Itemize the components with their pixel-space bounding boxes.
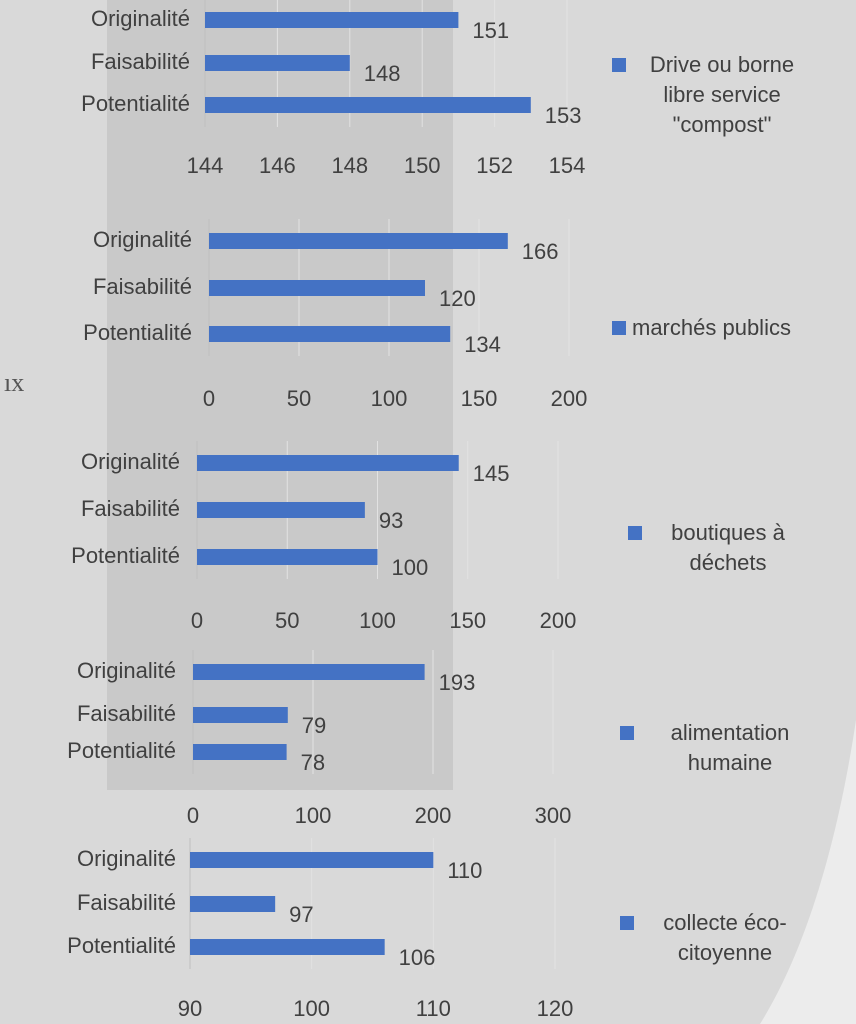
data-label: 79: [302, 713, 326, 738]
x-tick-label: 100: [295, 803, 332, 828]
page-curl: [760, 720, 856, 1024]
data-label: 100: [392, 555, 429, 580]
bar: [197, 549, 378, 565]
category-label: Potentialité: [81, 91, 190, 116]
x-tick-label: 200: [415, 803, 452, 828]
legend-label: collecte éco-citoyenne: [663, 910, 787, 965]
bar: [209, 326, 451, 342]
legend-entry: boutiques à déchets: [628, 518, 808, 578]
x-tick-label: 152: [476, 153, 513, 178]
x-tick-label: 150: [449, 608, 486, 633]
legend-entry: Drive ou borne libre service "compost": [612, 50, 812, 140]
data-label: 120: [439, 286, 476, 311]
data-label: 78: [301, 750, 325, 775]
data-label: 153: [545, 103, 582, 128]
data-label: 148: [364, 61, 401, 86]
category-label: Originalité: [81, 449, 180, 474]
data-label: 151: [472, 18, 509, 43]
legend-swatch: [628, 526, 642, 540]
bar: [197, 502, 365, 518]
category-label: Originalité: [91, 6, 190, 31]
x-tick-label: 0: [187, 803, 199, 828]
bar: [205, 12, 459, 28]
category-label: Faisabilité: [77, 701, 176, 726]
bar: [209, 280, 425, 296]
category-label: Originalité: [77, 658, 176, 683]
x-tick-label: 110: [416, 996, 451, 1021]
x-tick-label: 50: [287, 386, 311, 411]
bar: [197, 455, 459, 471]
data-label: 97: [289, 902, 313, 927]
bar: [209, 233, 508, 249]
category-label: Faisabilité: [93, 274, 192, 299]
category-label: Faisabilité: [77, 890, 176, 915]
annotation: ıx: [4, 368, 25, 397]
x-tick-label: 0: [191, 608, 203, 633]
bar: [190, 939, 385, 955]
backdrop-panel: [107, 0, 453, 790]
x-tick-label: 50: [275, 608, 299, 633]
x-tick-label: 120: [537, 996, 574, 1021]
x-tick-label: 200: [540, 608, 577, 633]
category-label: Originalité: [93, 227, 192, 252]
category-label: Potentialité: [67, 933, 176, 958]
x-tick-label: 150: [461, 386, 498, 411]
legend-entry: marchés publics: [612, 313, 791, 343]
legend-swatch: [612, 321, 626, 335]
x-tick-label: 150: [404, 153, 441, 178]
data-label: 93: [379, 508, 403, 533]
data-label: 110: [447, 858, 482, 883]
bar: [193, 707, 288, 723]
category-label: Potentialité: [71, 543, 180, 568]
x-tick-label: 100: [359, 608, 396, 633]
category-label: Faisabilité: [81, 496, 180, 521]
bar: [205, 97, 531, 113]
legend-entry: alimentation humaine: [620, 718, 820, 778]
x-tick-label: 200: [551, 386, 588, 411]
legend-swatch: [612, 58, 626, 72]
legend-label: boutiques à déchets: [671, 520, 785, 575]
data-label: 193: [439, 670, 476, 695]
x-tick-label: 0: [203, 386, 215, 411]
legend-swatch: [620, 726, 634, 740]
bar: [193, 664, 425, 680]
legend-label: marchés publics: [632, 315, 791, 340]
bar: [193, 744, 287, 760]
data-label: 106: [399, 945, 436, 970]
x-tick-label: 146: [259, 153, 296, 178]
legend-swatch: [620, 916, 634, 930]
x-tick-label: 144: [187, 153, 224, 178]
x-tick-label: 148: [331, 153, 368, 178]
legend-label: alimentation humaine: [670, 720, 790, 775]
legend-label: Drive ou borne libre service "compost": [649, 52, 795, 137]
category-label: Potentialité: [67, 738, 176, 763]
category-label: Originalité: [77, 846, 176, 871]
x-tick-label: 300: [535, 803, 572, 828]
data-label: 145: [473, 461, 510, 486]
category-label: Potentialité: [83, 320, 192, 345]
data-label: 166: [522, 239, 559, 264]
bar: [205, 55, 350, 71]
x-tick-label: 100: [293, 996, 330, 1021]
legend-entry: collecte éco-citoyenne: [620, 908, 810, 968]
bar: [190, 852, 434, 868]
data-label: 134: [464, 332, 501, 357]
x-tick-label: 100: [371, 386, 408, 411]
x-tick-label: 90: [178, 996, 202, 1021]
bar: [190, 896, 276, 912]
category-label: Faisabilité: [91, 49, 190, 74]
x-tick-label: 154: [549, 153, 586, 178]
